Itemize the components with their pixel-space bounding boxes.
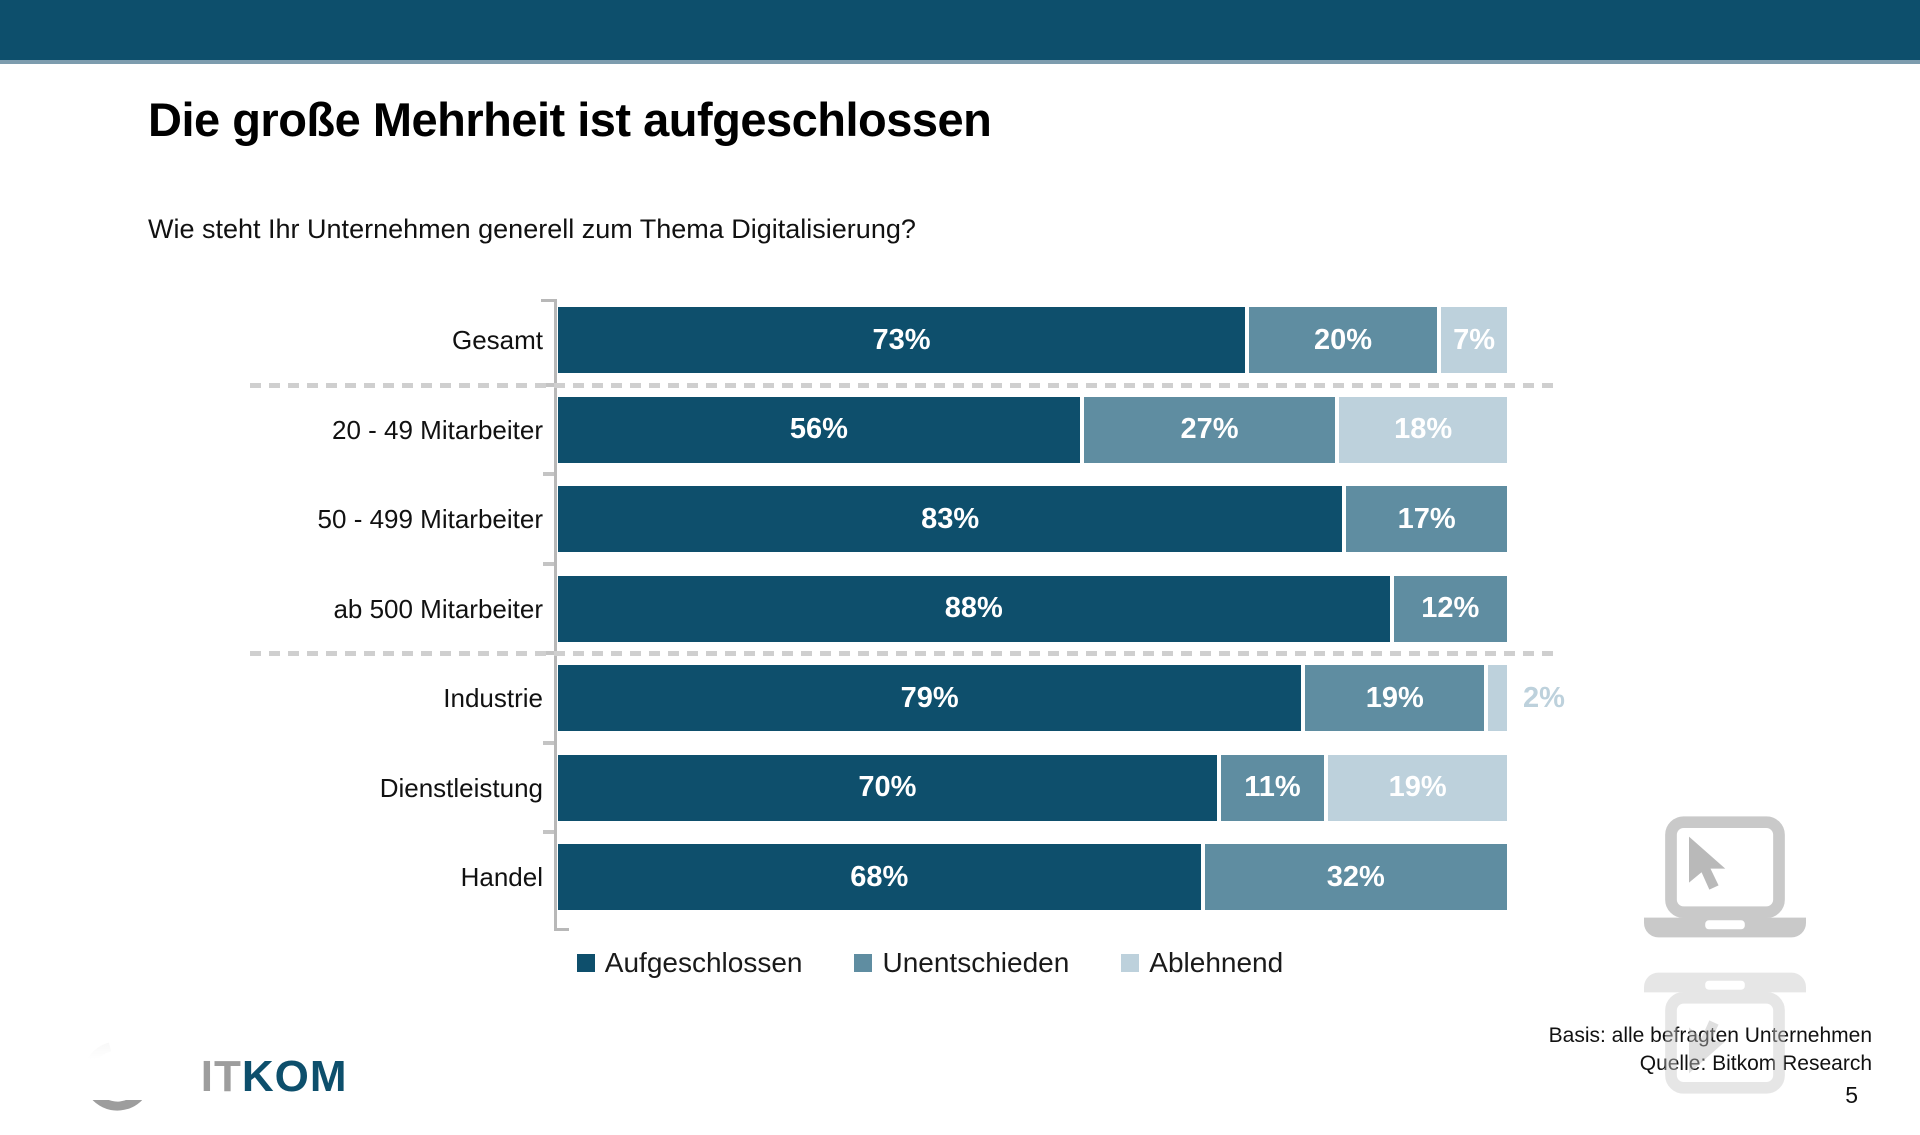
- y-axis-top-tick: [541, 299, 556, 302]
- category-label: ab 500 Mitarbeiter: [333, 593, 543, 624]
- bar-value-label: 83%: [921, 502, 980, 535]
- laptop-icon-reflection: [1644, 972, 1806, 1094]
- bar-value-label: 56%: [789, 413, 848, 445]
- group-separator: [250, 651, 1557, 656]
- bar-row: 73% 20% 7%: [558, 307, 1508, 373]
- basis-note: Basis: alle befragten Unternehmen: [1548, 1024, 1872, 1047]
- category-label: Handel: [460, 862, 543, 892]
- bar-value-label: 88%: [944, 592, 1003, 624]
- legend-label: Ablehnend: [1149, 947, 1284, 978]
- laptop-icon: [1644, 816, 1806, 938]
- bar-segment-aufgeschlossen: 88%: [558, 575, 1390, 642]
- logo-text-kom: KOM: [241, 1052, 348, 1101]
- legend-item-unentschieden: Unentschieden: [854, 947, 1069, 979]
- legend-item-aufgeschlossen: Aufgeschlossen: [576, 947, 803, 979]
- bar-value-label: 32%: [1326, 860, 1385, 893]
- cursor-icon: [1689, 836, 1726, 890]
- header-bar: [0, 0, 1920, 64]
- bar-segment-ablehnend: 19%: [1328, 754, 1508, 821]
- y-axis-bottom-tick: [554, 928, 569, 931]
- legend-item-ablehnend: Ablehnend: [1121, 947, 1283, 979]
- bar-row: 88% 12%: [558, 575, 1507, 642]
- bar-segment-ablehnend: [1488, 665, 1507, 731]
- legend-swatch: [576, 954, 595, 972]
- bar-value-label: 79%: [900, 681, 959, 714]
- bar-value-label: 70%: [858, 771, 917, 803]
- bar-segment-aufgeschlossen: 68%: [558, 844, 1201, 910]
- chart: Gesamt 73% 20% 7% 20 - 49 Mitarbeiter 56% 27% 1…: [250, 295, 1650, 1035]
- laptop-reflection: [1635, 955, 1835, 1095]
- page-title: Die große Mehrheit ist aufgeschlossen: [148, 93, 992, 146]
- category-label: Gesamt: [451, 325, 543, 355]
- bar-value-label-outside: 2%: [1523, 682, 1565, 714]
- legend-swatch: [854, 954, 873, 972]
- category-label: 50 - 499 Mitarbeiter: [317, 504, 543, 534]
- bar-segment-unentschieden: 32%: [1204, 844, 1507, 910]
- bar-segment-unentschieden: 19%: [1305, 665, 1485, 731]
- bar-row: 56% 27% 18%: [558, 396, 1507, 463]
- chart-legend: Aufgeschlossen Unentschieden Ablehnend: [380, 947, 1480, 979]
- bar-segment-aufgeschlossen: 70%: [558, 754, 1217, 821]
- bar-row: 68% 32%: [558, 844, 1507, 910]
- laptop-reflection-fade: [0, 955, 200, 1100]
- bar-value-label: 73%: [872, 323, 931, 356]
- bar-value-label: 19%: [1365, 681, 1424, 714]
- bar-segment-aufgeschlossen: 56%: [558, 396, 1080, 463]
- laptop-watermark: [1635, 815, 1835, 1095]
- bar-value-label: 11%: [1244, 771, 1301, 803]
- row-gap-tick: [543, 561, 554, 566]
- category-label: Dienstleistung: [379, 772, 543, 803]
- bar-segment-aufgeschlossen: 83%: [558, 486, 1343, 552]
- bar-segment-unentschieden: 20%: [1248, 307, 1438, 373]
- page-number: 5: [1845, 1082, 1858, 1108]
- row-gap-tick: [543, 830, 554, 834]
- row-gap-tick: [543, 740, 554, 745]
- bar-value-label: 68%: [850, 860, 909, 893]
- legend-swatch: [1121, 954, 1140, 972]
- footer-notes: Basis: alle befragten Unternehmen Quelle…: [1172, 1022, 1872, 1079]
- bar-segment-ablehnend: 7%: [1441, 307, 1508, 373]
- group-separator: [250, 382, 1557, 388]
- legend-label: Aufgeschlossen: [604, 947, 803, 978]
- row-gap-tick: [543, 472, 554, 476]
- bar-value-label: 7%: [1453, 323, 1496, 356]
- bar-value-label: 19%: [1388, 771, 1447, 803]
- bar-value-label: 17%: [1397, 502, 1456, 535]
- bar-segment-unentschieden: 11%: [1220, 754, 1325, 821]
- bar-value-label: 18%: [1394, 413, 1453, 445]
- bar-row: 83% 17%: [558, 486, 1507, 552]
- bar-value-label: 20%: [1314, 323, 1373, 356]
- legend-label: Unentschieden: [882, 947, 1070, 978]
- cursor-icon: [1689, 1020, 1726, 1074]
- y-axis-line: [554, 299, 557, 931]
- bar-segment-aufgeschlossen: 73%: [558, 307, 1245, 373]
- bar-value-label: 12%: [1421, 592, 1480, 624]
- chart-question: Wie steht Ihr Unternehmen generell zum T…: [148, 214, 916, 244]
- category-label: Industrie: [443, 683, 543, 713]
- bar-segment-aufgeschlossen: 79%: [558, 665, 1302, 731]
- source-note: Quelle: Bitkom Research: [1639, 1052, 1872, 1076]
- bar-value-label: 27%: [1180, 413, 1239, 445]
- bar-segment-unentschieden: 12%: [1393, 575, 1507, 642]
- bar-segment-ablehnend: 18%: [1339, 396, 1507, 463]
- bar-segment-unentschieden: 27%: [1083, 396, 1336, 463]
- bar-row: 79% 19% 2%: [558, 665, 1565, 731]
- category-label: 20 - 49 Mitarbeiter: [332, 414, 543, 445]
- bar-segment-unentschieden: 17%: [1346, 486, 1507, 552]
- bar-row: 70% 11% 19%: [558, 754, 1508, 821]
